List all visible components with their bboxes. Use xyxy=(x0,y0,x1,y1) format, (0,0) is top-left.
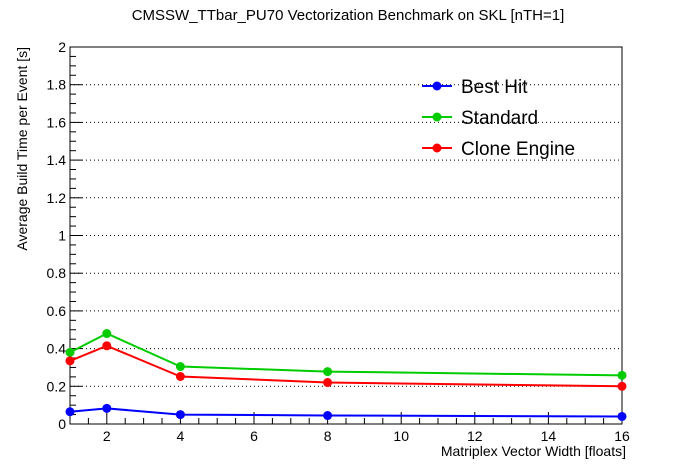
data-point-best-hit xyxy=(323,411,333,421)
series-line-clone-engine xyxy=(69,344,623,388)
legend: Best Hit Standard Clone Engine xyxy=(422,77,575,160)
data-point-clone-engine xyxy=(65,356,75,366)
y-tick-label: 0.2 xyxy=(47,378,67,394)
data-point-best-hit xyxy=(175,410,185,420)
legend-marker-standard xyxy=(432,112,442,122)
y-tick-label: 1.4 xyxy=(47,152,67,168)
y-axis-label: Average Build Time per Event [s] xyxy=(14,47,30,251)
y-tick-label: 0 xyxy=(58,416,66,432)
series-group xyxy=(65,329,627,421)
y-tick-label: 2 xyxy=(58,39,66,55)
x-axis-label: Matriplex Vector Width [floats] xyxy=(441,443,626,459)
data-point-clone-engine xyxy=(102,341,112,351)
x-tick-label: 16 xyxy=(614,428,630,444)
x-tick-label: 2 xyxy=(103,428,111,444)
legend-label-clone-engine: Clone Engine xyxy=(461,139,575,160)
data-point-best-hit xyxy=(617,411,627,421)
axes: 0 0.2 0.4 0.6 0.8 1 1.2 1.4 1.6 1.8 2 2 4 6 8 10 12 14 16 xyxy=(47,39,630,444)
chart-title: CMSSW_TTbar_PU70 Vectorization Benchmark… xyxy=(132,7,565,24)
data-point-best-hit xyxy=(65,407,75,417)
x-tick-label: 12 xyxy=(467,428,483,444)
y-tick-label: 0.6 xyxy=(47,303,67,319)
y-tick-label: 0.4 xyxy=(47,341,67,357)
data-point-clone-engine xyxy=(617,381,627,391)
data-point-standard xyxy=(175,362,185,372)
series-line-standard xyxy=(69,332,623,377)
data-point-standard xyxy=(65,347,75,357)
data-point-standard xyxy=(102,329,112,339)
y-tick-label: 1.8 xyxy=(47,77,67,93)
x-tick-label: 8 xyxy=(324,428,332,444)
x-tick-label: 4 xyxy=(177,428,185,444)
data-point-clone-engine xyxy=(323,378,333,388)
data-point-clone-engine xyxy=(175,371,185,381)
y-tick-label: 1.6 xyxy=(47,114,67,130)
data-point-standard xyxy=(617,370,627,380)
x-tick-label: 6 xyxy=(250,428,258,444)
legend-label-best-hit: Best Hit xyxy=(461,77,528,98)
legend-marker-clone-engine xyxy=(432,143,442,153)
legend-marker-best-hit xyxy=(432,81,442,91)
grid-lines xyxy=(70,84,622,387)
y-tick-label: 1.2 xyxy=(47,190,67,206)
x-tick-label: 10 xyxy=(393,428,409,444)
legend-label-standard: Standard xyxy=(461,108,538,129)
y-tick-label: 0.8 xyxy=(47,265,67,281)
data-point-best-hit xyxy=(102,403,112,413)
x-tick-label: 14 xyxy=(541,428,557,444)
series-line-best-hit xyxy=(69,407,623,418)
y-tick-label: 1 xyxy=(58,228,66,244)
data-point-standard xyxy=(323,367,333,377)
